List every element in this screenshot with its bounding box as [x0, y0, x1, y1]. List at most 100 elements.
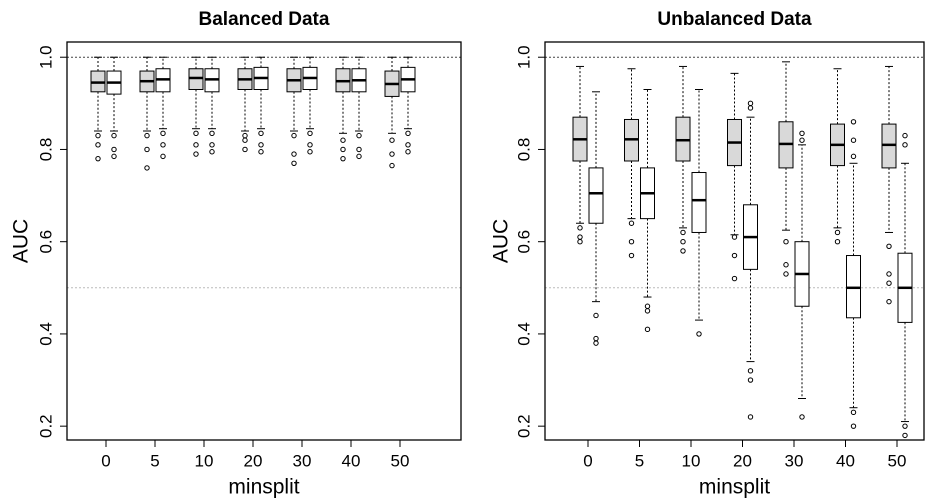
outlier — [95, 155, 101, 162]
outlier — [193, 142, 199, 148]
outlier — [242, 146, 248, 153]
y-tick-label: 0.2 — [514, 414, 533, 438]
y-tick-label: 0.6 — [36, 230, 55, 254]
outlier — [850, 137, 857, 143]
outlier — [160, 153, 166, 160]
outlier — [783, 271, 789, 277]
y-axis-label: AUC — [490, 219, 513, 263]
outlier — [340, 137, 346, 143]
outlier — [886, 298, 892, 305]
outlier — [111, 153, 117, 160]
outlier — [680, 248, 686, 254]
x-tick-label: 10 — [195, 451, 214, 470]
outlier — [834, 229, 841, 236]
outlier — [593, 340, 599, 346]
y-tick-label: 0.4 — [514, 322, 533, 346]
outlier — [291, 151, 297, 157]
outlier — [902, 423, 908, 429]
y-tick-label: 1.0 — [36, 45, 55, 69]
outlier — [628, 238, 635, 245]
box — [691, 172, 707, 233]
y-tick-label: 0.2 — [36, 414, 55, 438]
x-axis-label: minsplit — [228, 476, 299, 499]
outlier — [577, 225, 583, 231]
outlier — [242, 137, 248, 143]
outlier — [577, 238, 583, 245]
x-tick-label: 50 — [391, 451, 410, 470]
outlier — [405, 149, 411, 155]
chart-title: Balanced Data — [199, 9, 330, 30]
outlier — [680, 229, 686, 236]
outlier — [356, 153, 362, 160]
x-tick-label: 20 — [733, 451, 752, 470]
outlier — [628, 252, 635, 259]
outlier — [593, 312, 599, 319]
x-tick-label: 30 — [293, 451, 312, 470]
outlier — [307, 142, 313, 148]
outlier — [731, 275, 738, 282]
outlier — [747, 414, 754, 420]
plot-frame — [544, 41, 925, 441]
outlier — [144, 146, 150, 153]
outlier — [291, 132, 297, 139]
y-axis-label: AUC — [10, 219, 33, 263]
outlier — [783, 262, 789, 268]
outlier — [405, 142, 411, 148]
outlier — [405, 130, 411, 137]
outlier — [644, 308, 651, 314]
outlier — [902, 432, 908, 439]
y-tick-label: 0.8 — [514, 138, 533, 162]
outlier — [258, 149, 264, 155]
outlier — [340, 146, 346, 153]
outlier — [258, 130, 264, 137]
outlier — [628, 220, 635, 226]
x-tick-label: 30 — [785, 451, 804, 470]
outlier — [747, 368, 754, 374]
outlier — [850, 153, 857, 160]
outlier — [593, 335, 599, 342]
x-tick-label: 40 — [836, 451, 855, 470]
outlier — [799, 414, 805, 420]
outlier — [799, 130, 805, 137]
outlier — [886, 280, 892, 286]
outlier — [834, 238, 841, 245]
x-tick-label: 40 — [342, 451, 361, 470]
outlier — [389, 151, 395, 157]
box — [588, 167, 604, 224]
outlier — [680, 238, 686, 245]
x-tick-label: 50 — [888, 451, 907, 470]
outlier — [307, 149, 313, 155]
outlier — [193, 130, 199, 137]
outlier — [209, 149, 215, 155]
outlier — [389, 162, 395, 169]
outlier — [307, 130, 313, 137]
x-tick-label: 20 — [244, 451, 263, 470]
outlier — [850, 423, 857, 429]
x-axis-label: minsplit — [699, 476, 770, 499]
outlier — [356, 146, 362, 153]
x-tick-label: 0 — [583, 451, 592, 470]
outlier — [644, 326, 651, 333]
outlier — [577, 234, 583, 240]
outlier — [95, 142, 101, 148]
outlier — [111, 146, 117, 153]
outlier — [209, 142, 215, 148]
outlier — [747, 377, 754, 383]
outlier — [242, 132, 248, 139]
outlier — [389, 137, 395, 143]
y-tick-label: 0.6 — [514, 230, 533, 254]
x-tick-label: 0 — [101, 451, 110, 470]
outlier — [160, 130, 166, 137]
outlier — [850, 409, 857, 416]
outlier — [340, 155, 346, 162]
outlier — [783, 238, 789, 245]
outlier — [850, 119, 857, 125]
x-tick-label: 10 — [682, 451, 701, 470]
y-tick-label: 0.4 — [36, 322, 55, 346]
outlier — [356, 132, 362, 139]
outlier — [886, 243, 892, 250]
outlier — [144, 165, 150, 171]
outlier — [291, 160, 297, 166]
